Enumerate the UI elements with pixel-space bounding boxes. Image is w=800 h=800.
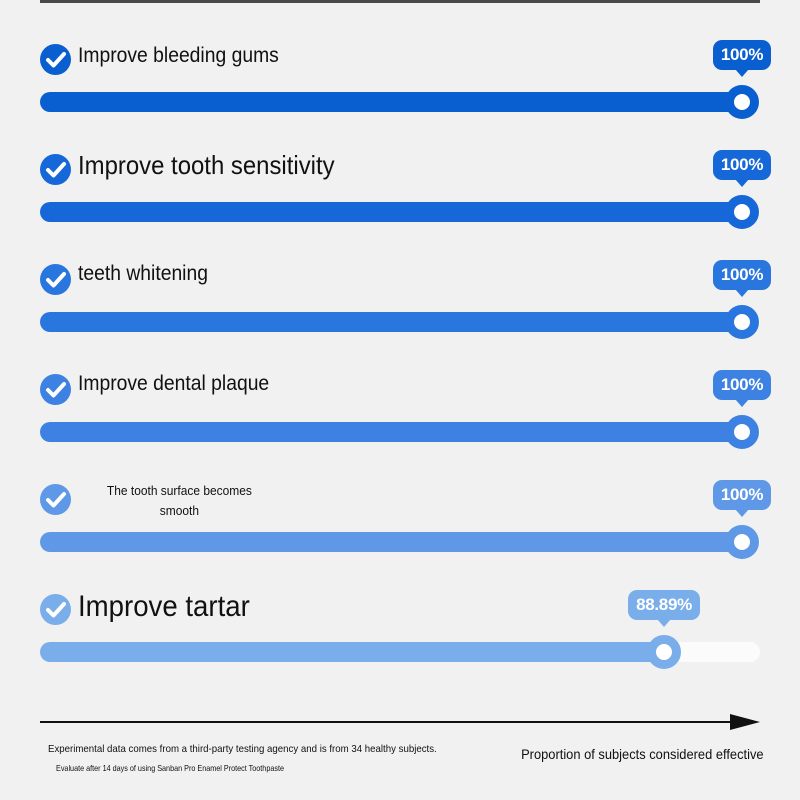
arrow-right-icon [730,714,760,730]
bar-fill [40,312,748,332]
category-label: teeth whitening [78,262,208,285]
bar-track [40,635,760,669]
x-axis-title: Proportion of subjects considered effect… [521,746,764,762]
value-label: 100% [713,150,771,180]
check-circle-icon [40,264,71,295]
value-label: 100% [713,480,771,510]
value-label: 100% [713,260,771,290]
category-label: Improve tartar [78,590,250,623]
bar-track [40,415,760,449]
category-label: The tooth surface becomes smooth [106,483,252,518]
bar-track [40,195,760,229]
category-label: Improve dental plaque [78,372,270,395]
bar-track [40,305,760,339]
footnote-small: Evaluate after 14 days of using Sanban P… [56,763,285,773]
x-axis-line [40,721,736,723]
bar-fill [40,92,748,112]
top-rule [40,0,760,3]
bar-end-knob [647,635,681,669]
category-label: Improve tooth sensitivity [78,150,335,180]
bar-fill [40,642,670,662]
value-label: 100% [713,370,771,400]
bar-end-knob [725,195,759,229]
bar-end-knob [725,85,759,119]
bar-fill [40,532,748,552]
bar-end-knob [725,305,759,339]
check-circle-icon [40,594,71,625]
bar-track [40,525,760,559]
bar-fill [40,422,748,442]
value-label: 88.89% [628,590,700,620]
bar-end-knob [725,415,759,449]
footnote: Experimental data comes from a third-par… [48,743,437,755]
bar-track [40,85,760,119]
check-circle-icon [40,154,71,185]
bar-fill [40,202,748,222]
value-label: 100% [713,40,771,70]
check-circle-icon [40,44,71,75]
check-circle-icon [40,484,71,515]
category-label: Improve bleeding gums [78,44,279,67]
check-circle-icon [40,374,71,405]
bar-end-knob [725,525,759,559]
